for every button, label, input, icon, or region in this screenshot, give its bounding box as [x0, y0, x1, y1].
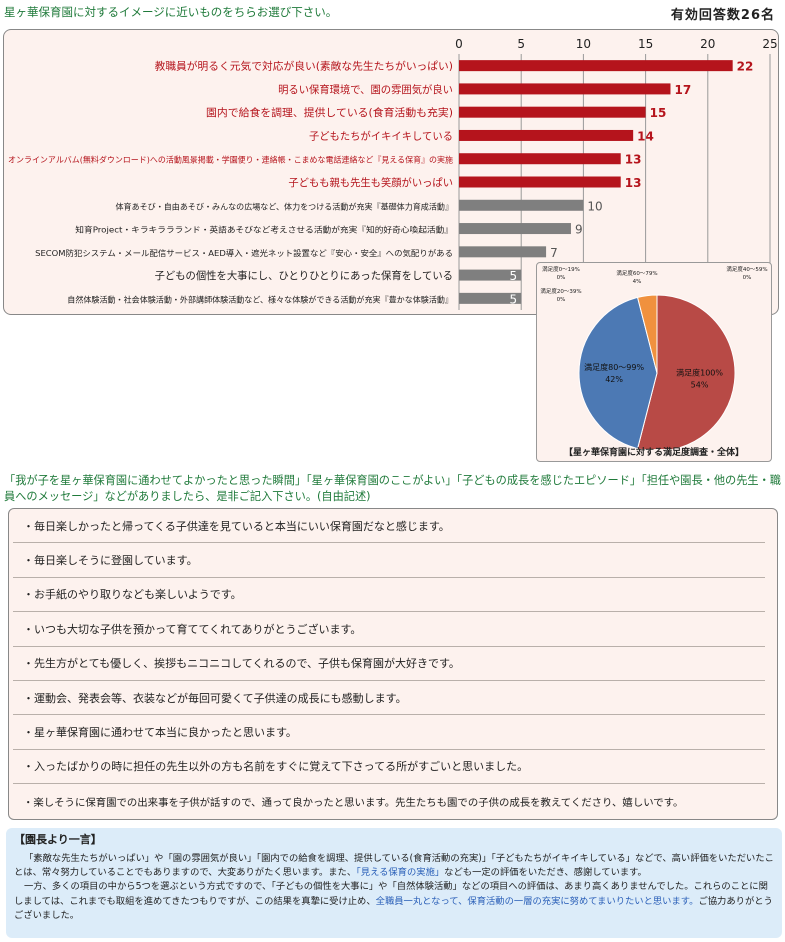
category-label: 明るい保育環境で、園の雰囲気が良い — [278, 83, 453, 96]
tick-label: 0 — [455, 37, 463, 51]
pie-slice — [636, 294, 736, 449]
data-label: 17 — [674, 83, 691, 97]
data-label: 22 — [737, 60, 754, 74]
pie-chart-panel: 満足度100% 54% 満足度80〜99% 42% 満足度60〜79% 4% 満足度40〜5… — [536, 262, 772, 462]
slice-label: 満足度40〜59% — [726, 265, 767, 273]
bar — [459, 199, 584, 211]
director-text: ご協力ありがとうございました。 — [14, 895, 773, 921]
comments-list: ・毎日楽しかったと帰ってくる子供達を見ていると本当にいい保育園だなと感じます。 … — [8, 508, 778, 820]
data-label: 10 — [587, 199, 602, 213]
comment-item: ・いつも大切な子供を預かって育ててくれてありがとうございます。 — [13, 612, 765, 647]
slice-label: 満足度60〜79% — [616, 269, 657, 277]
director-highlight: 全職員一丸となって、保育活動の一層の充実に努めてまいりたいと思います。 — [375, 895, 699, 907]
tick-label: 20 — [700, 37, 715, 51]
director-paragraph-2: 一方、多くの項目の中から5つを選ぶという方式ですので、「子どもの個性を大事に」や… — [14, 880, 774, 923]
comment-item: ・お手紙のやり取りなども楽しいようです。 — [13, 578, 765, 613]
bar — [459, 269, 522, 281]
data-label: 14 — [637, 129, 654, 143]
comment-item: ・星ヶ華保育園に通わせて本当に良かったと思います。 — [13, 715, 765, 750]
director-text: なども一定の評価をいただき、感謝しています。 — [444, 867, 647, 879]
category-label: 知育Project・キラキララランド・英語あそびなど考えさせる活動が充実『知的好… — [75, 225, 453, 235]
director-text: 「素敵な先生たちがいっぱい」や「園の雰囲気が良い」「園内での給食を調理、提供して… — [14, 853, 774, 879]
tick-label: 5 — [517, 37, 525, 51]
bar — [459, 292, 522, 304]
comment-item: ・運動会、発表会等、衣装などが毎回可愛くて子供達の成長にも感動します。 — [13, 681, 765, 716]
tick-label: 25 — [762, 37, 777, 51]
director-message-title: 【園長より一言】 — [14, 833, 102, 846]
pie-slice — [578, 296, 658, 449]
category-label: 子どもも親も先生も笑顔がいっぱい — [288, 176, 453, 189]
category-label: オンラインアルバム(無料ダウンロード)への活動風景掲載・学園便り・連絡帳・こまめ… — [8, 155, 453, 165]
comment-item: ・先生方がとても優しく、挨拶もニコニコしてくれるので、子供も保育園が大好きです。 — [13, 647, 765, 681]
director-paragraph-1: 「素敵な先生たちがいっぱい」や「園の雰囲気が良い」「園内での給食を調理、提供して… — [14, 852, 774, 880]
slice-value-label: 0% — [557, 275, 566, 281]
bar-chart: 0 5 10 15 20 25 22 教職員が明るく元気で対応が良い(素敵な先生たちがいっぱい… — [8, 37, 778, 310]
data-label: 15 — [650, 106, 667, 120]
comment-item: ・毎日楽しかったと帰ってくる子供達を見ていると本当にいい保育園だなと感じます。 — [13, 509, 765, 544]
bar — [459, 129, 634, 141]
slice-label: 満足度0〜19% — [542, 265, 580, 273]
bar — [459, 60, 733, 72]
category-label: SECOM防犯システム・メール配信サービス・AED導入・遮光ネット設置など『安心… — [35, 248, 453, 258]
slice-label: 満足度80〜99% — [584, 362, 644, 372]
category-label: 体育あそび・自由あそび・みんなの広場など、体力をつける活動が充実『基礎体力育成活… — [115, 201, 453, 211]
bar — [459, 83, 671, 95]
slice-value-label: 0% — [557, 297, 566, 303]
pie-chart-title: 【星ヶ華保育園に対する満足度調査・全体】 — [563, 448, 744, 458]
data-label: 13 — [625, 153, 642, 167]
respondent-count: 有効回答数26名 — [670, 8, 775, 23]
bar — [459, 246, 547, 258]
slice-label: 満足度100% — [676, 367, 723, 377]
data-label: 7 — [550, 246, 558, 260]
category-label: 子どもの個性を大事にし、ひとりひとりにあった保育をしている — [155, 269, 453, 282]
data-label: 5 — [510, 292, 518, 306]
director-message: 【園長より一言】 「素敵な先生たちがいっぱい」や「園の雰囲気が良い」「園内での給… — [6, 828, 782, 938]
comment-item: ・楽しそうに保育園での出来事を子供が話すので、通って良かったと思います。先生たち… — [23, 796, 684, 809]
comment-item: ・入ったばかりの時に担任の先生以外の方も名前をすぐに覚えて下さってる所がすごいと… — [13, 750, 765, 785]
bar-chart-panel: 0 5 10 15 20 25 22 教職員が明るく元気で対応が良い(素敵な先生たちがいっぱい… — [3, 29, 779, 315]
data-label: 9 — [575, 223, 583, 237]
bar — [459, 176, 621, 188]
category-label: 自然体験活動・社会体験活動・外部講師体験活動など、様々な体験ができる活動が充実『… — [67, 294, 453, 304]
pie-chart: 満足度100% 54% 満足度80〜99% 42% 満足度60〜79% 4% 満足度40〜5… — [540, 265, 768, 449]
bar — [459, 153, 621, 165]
slice-value-label: 0% — [743, 275, 752, 281]
slice-value-label: 4% — [633, 279, 642, 285]
director-highlight: 「見える保育の実施」 — [356, 867, 445, 879]
data-label: 13 — [625, 176, 642, 190]
survey-question: 星ヶ華保育園に対するイメージに近いものをちらお選び下さい。 — [4, 5, 338, 19]
slice-label: 満足度20〜39% — [540, 287, 581, 295]
data-label: 5 — [510, 269, 518, 283]
comment-item: ・毎日楽しそうに登園しています。 — [13, 543, 765, 578]
category-label: 子どもたちがイキイキしている — [309, 129, 453, 142]
category-label: 園内で給食を調理、提供している(食育活動も充実) — [206, 106, 453, 119]
tick-label: 15 — [638, 37, 653, 51]
free-comment-prompt: 「我が子を星ヶ華保育園に通わせてよかったと思った瞬間」「星ヶ華保育園のここがよい… — [4, 474, 781, 503]
bar — [459, 223, 571, 235]
slice-value-label: 54% — [691, 380, 709, 389]
pie-slice — [636, 294, 658, 374]
slice-value-label: 42% — [605, 375, 623, 384]
tick-label: 10 — [576, 37, 591, 51]
bar — [459, 106, 646, 118]
category-label: 教職員が明るく元気で対応が良い(素敵な先生たちがいっぱい) — [155, 60, 453, 73]
director-text: 一方、多くの項目の中から5つを選ぶという方式ですので、「子どもの個性を大事に」や… — [14, 881, 768, 907]
